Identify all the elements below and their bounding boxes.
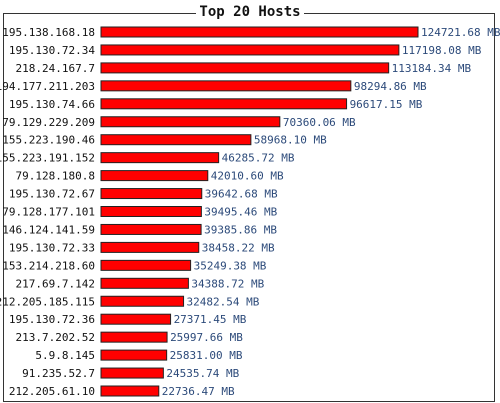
- value-label: 38458.22 MB: [202, 241, 275, 254]
- host-label: 195.130.72.33: [9, 241, 95, 254]
- value-label: 70360.06 MB: [283, 116, 356, 129]
- host-label: 5.9.8.145: [35, 349, 95, 362]
- value-label: 42010.60 MB: [211, 170, 284, 183]
- value-label: 27371.45 MB: [174, 313, 247, 326]
- host-label: 195.130.72.67: [9, 188, 95, 201]
- value-label: 124721.68 MB: [421, 26, 500, 39]
- host-label: 195.130.74.66: [9, 98, 95, 111]
- host-label: 155.223.190.46: [2, 134, 95, 147]
- value-label: 35249.38 MB: [194, 259, 267, 272]
- host-label: 79.129.229.209: [2, 116, 95, 129]
- host-label: 195.130.72.34: [9, 44, 95, 57]
- value-label: 39642.68 MB: [205, 188, 278, 201]
- host-label: 194.177.211.203: [0, 80, 95, 93]
- host-bar: [100, 277, 189, 289]
- host-label: 153.214.218.60: [2, 259, 95, 272]
- chart-title-text: Top 20 Hosts: [196, 4, 304, 20]
- value-label: 46285.72 MB: [222, 152, 295, 165]
- host-label: 212.205.185.115: [0, 295, 95, 308]
- host-label: 213.7.202.52: [16, 331, 95, 344]
- value-label: 58968.10 MB: [254, 134, 327, 147]
- value-label: 34388.72 MB: [191, 277, 264, 290]
- host-bar: [100, 331, 168, 343]
- host-bar: [100, 313, 172, 325]
- host-bar: [100, 80, 352, 92]
- host-bar: [100, 152, 220, 164]
- value-label: 32482.54 MB: [187, 295, 260, 308]
- value-label: 117198.08 MB: [402, 44, 482, 57]
- host-bar: [100, 295, 185, 307]
- value-label: 39385.86 MB: [204, 223, 277, 236]
- host-label: 217.69.7.142: [16, 277, 95, 290]
- host-label: 212.205.61.10: [9, 385, 95, 398]
- value-label: 113184.34 MB: [392, 62, 472, 75]
- host-bar: [100, 385, 160, 397]
- host-bar: [100, 98, 348, 110]
- value-label: 25831.00 MB: [170, 349, 243, 362]
- host-bar: [100, 206, 202, 217]
- host-bar: [100, 44, 400, 56]
- value-label: 96617.15 MB: [350, 98, 423, 111]
- host-label: 155.223.191.152: [0, 152, 95, 165]
- host-label: 195.130.72.36: [9, 313, 95, 326]
- host-label: 79.128.180.8: [16, 170, 95, 183]
- host-label: 91.235.52.7: [22, 367, 95, 380]
- host-bar: [100, 188, 203, 200]
- value-label: 22736.47 MB: [162, 385, 235, 398]
- value-label: 25997.66 MB: [170, 331, 243, 344]
- host-label: 79.128.177.101: [2, 206, 95, 219]
- host-bar: [100, 116, 281, 128]
- host-bar: [100, 223, 202, 235]
- host-bar: [100, 367, 164, 379]
- host-bar: [100, 26, 419, 38]
- host-bar: [100, 62, 390, 74]
- chart-title: Top 20 Hosts: [0, 4, 500, 20]
- host-label: 218.24.167.7: [16, 62, 95, 75]
- host-label: 195.138.168.18: [2, 26, 95, 39]
- host-label: 146.124.141.59: [2, 223, 95, 236]
- host-bar: [100, 349, 168, 361]
- value-label: 24535.74 MB: [166, 367, 239, 380]
- value-label: 98294.86 MB: [354, 80, 427, 93]
- host-bar: [100, 134, 252, 146]
- host-bar: [100, 170, 209, 182]
- host-bar: [100, 241, 200, 253]
- host-bar: [100, 259, 192, 271]
- value-label: 39495.46 MB: [204, 206, 277, 219]
